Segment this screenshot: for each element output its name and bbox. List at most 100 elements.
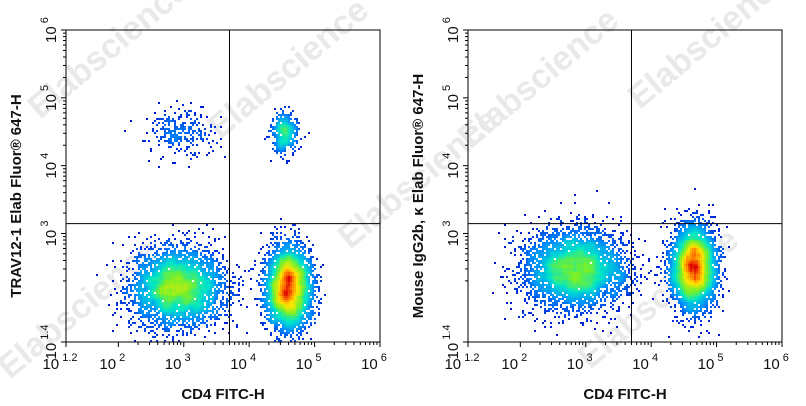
event-cell — [160, 288, 162, 290]
event-cell — [162, 256, 164, 258]
event-cell — [300, 258, 302, 260]
event-cell — [528, 264, 530, 266]
event-cell — [198, 122, 200, 124]
event-cell — [300, 146, 302, 148]
event-cell — [204, 284, 206, 286]
event-cell — [562, 228, 564, 230]
event-cell — [172, 292, 174, 294]
event-cell — [696, 270, 698, 272]
event-cell — [176, 308, 178, 310]
event-cell — [272, 280, 274, 282]
event-cell — [200, 106, 202, 108]
event-cell — [192, 300, 194, 302]
event-cell — [260, 278, 262, 280]
event-cell — [564, 262, 566, 264]
event-cell — [698, 236, 700, 238]
event-cell — [676, 236, 678, 238]
event-cell — [526, 264, 528, 266]
event-cell — [290, 118, 292, 120]
event-cell — [622, 250, 624, 252]
event-cell — [682, 254, 684, 256]
event-cell — [620, 266, 622, 268]
event-cell — [288, 242, 290, 244]
event-cell — [552, 246, 554, 248]
event-cell — [168, 130, 170, 132]
event-cell — [260, 300, 262, 302]
event-cell — [288, 292, 290, 294]
event-cell — [282, 268, 284, 270]
event-cell — [276, 322, 278, 324]
event-cell — [676, 260, 678, 262]
event-cell — [278, 124, 280, 126]
event-cell — [152, 292, 154, 294]
event-cell — [296, 274, 298, 276]
event-cell — [208, 242, 210, 244]
event-cell — [186, 332, 188, 334]
event-cell — [576, 246, 578, 248]
event-cell — [138, 304, 140, 306]
event-cell — [254, 298, 256, 300]
event-cell — [294, 146, 296, 148]
event-cell — [208, 236, 210, 238]
event-cell — [494, 262, 496, 264]
event-cell — [310, 268, 312, 270]
event-cell — [182, 324, 184, 326]
event-cell — [146, 238, 148, 240]
event-cell — [152, 268, 154, 270]
event-cell — [182, 306, 184, 308]
event-cell — [160, 306, 162, 308]
event-cell — [210, 310, 212, 312]
event-cell — [168, 304, 170, 306]
event-cell — [310, 270, 312, 272]
event-cell — [718, 270, 720, 272]
event-cell — [578, 230, 580, 232]
event-cell — [198, 244, 200, 246]
event-cell — [308, 302, 310, 304]
event-cell — [706, 238, 708, 240]
event-cell — [690, 214, 692, 216]
event-cell — [296, 288, 298, 290]
event-cell — [538, 256, 540, 258]
event-cell — [560, 230, 562, 232]
event-cell — [682, 260, 684, 262]
event-cell — [690, 240, 692, 242]
event-cell — [290, 114, 292, 116]
event-cell — [174, 312, 176, 314]
event-cell — [184, 268, 186, 270]
event-cell — [534, 266, 536, 268]
event-density — [492, 188, 730, 338]
event-cell — [614, 254, 616, 256]
event-cell — [298, 256, 300, 258]
event-cell — [544, 256, 546, 258]
event-cell — [606, 256, 608, 258]
event-cell — [694, 266, 696, 268]
event-cell — [620, 216, 622, 218]
event-cell — [184, 244, 186, 246]
event-cell — [298, 280, 300, 282]
event-cell — [200, 310, 202, 312]
event-cell — [592, 266, 594, 268]
event-cell — [162, 156, 164, 158]
event-cell — [560, 274, 562, 276]
event-cell — [590, 252, 592, 254]
event-cell — [170, 146, 172, 148]
event-cell — [132, 274, 134, 276]
event-cell — [690, 262, 692, 264]
event-cell — [552, 276, 554, 278]
event-cell — [676, 266, 678, 268]
event-cell — [302, 246, 304, 248]
event-cell — [174, 286, 176, 288]
event-cell — [294, 268, 296, 270]
event-cell — [278, 302, 280, 304]
event-cell — [282, 120, 284, 122]
event-cell — [598, 228, 600, 230]
event-cell — [226, 300, 228, 302]
event-cell — [170, 304, 172, 306]
event-cell — [684, 222, 686, 224]
event-cell — [200, 306, 202, 308]
event-cell — [170, 288, 172, 290]
event-cell — [180, 140, 182, 142]
event-cell — [566, 256, 568, 258]
event-cell — [708, 236, 710, 238]
event-cell — [182, 330, 184, 332]
